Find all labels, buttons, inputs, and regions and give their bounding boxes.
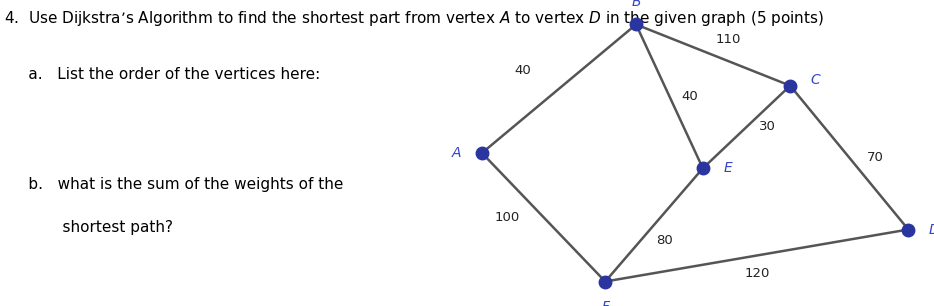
Text: D: D bbox=[929, 222, 934, 237]
Text: 4.  Use Dijkstra’s Algorithm to find the shortest part from vertex $A$ to vertex: 4. Use Dijkstra’s Algorithm to find the … bbox=[5, 9, 825, 28]
Text: 40: 40 bbox=[515, 64, 531, 77]
Text: shortest path?: shortest path? bbox=[5, 220, 174, 235]
Text: A: A bbox=[452, 146, 461, 160]
Text: B: B bbox=[631, 0, 641, 9]
Text: 100: 100 bbox=[495, 211, 520, 224]
Text: E: E bbox=[724, 161, 732, 175]
Text: b.   what is the sum of the weights of the: b. what is the sum of the weights of the bbox=[5, 177, 344, 192]
Text: 110: 110 bbox=[715, 33, 742, 46]
Text: F: F bbox=[601, 300, 609, 306]
Text: 120: 120 bbox=[744, 267, 770, 280]
Text: C: C bbox=[811, 73, 820, 87]
Text: 70: 70 bbox=[867, 151, 884, 164]
Text: 30: 30 bbox=[758, 121, 775, 133]
Text: a.   List the order of the vertices here:: a. List the order of the vertices here: bbox=[5, 67, 320, 82]
Text: 40: 40 bbox=[682, 90, 699, 103]
Text: 80: 80 bbox=[656, 234, 672, 247]
